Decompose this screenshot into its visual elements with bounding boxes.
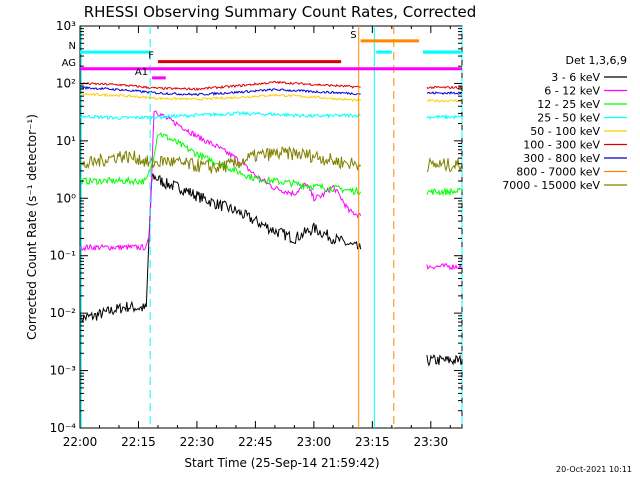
series-layer bbox=[79, 80, 463, 367]
flag-bars: N F AG A1 S bbox=[62, 30, 462, 80]
series-line bbox=[79, 110, 361, 121]
y-tick-label: 10⁻³ bbox=[50, 364, 77, 378]
x-tick-label: 22:45 bbox=[238, 435, 273, 449]
y-tick-label: 10¹ bbox=[56, 134, 76, 148]
series-line bbox=[79, 173, 362, 325]
x-axis: 22:00 22:15 22:30 22:45 23:00 23:15 23:30 bbox=[63, 26, 451, 449]
series-line bbox=[79, 80, 361, 92]
legend-label: 3 - 6 keV bbox=[551, 71, 600, 84]
flag-label: A1 bbox=[135, 67, 148, 78]
x-tick-label: 22:00 bbox=[63, 435, 98, 449]
x-tick-label: 23:15 bbox=[355, 435, 390, 449]
series-line bbox=[426, 85, 463, 90]
y-tick-label: 10⁰ bbox=[56, 191, 76, 205]
legend-label: 7000 - 15000 keV bbox=[502, 179, 600, 192]
y-tick-label: 10³ bbox=[56, 19, 76, 33]
y-tick-label: 10² bbox=[56, 76, 76, 90]
legend-label: 300 - 800 keV bbox=[523, 152, 600, 165]
chart-title: RHESSI Observing Summary Count Rates, Co… bbox=[84, 3, 477, 21]
series-line bbox=[426, 353, 463, 367]
series-line bbox=[79, 146, 362, 174]
series-line bbox=[426, 186, 463, 197]
date-stamp: 20-Oct-2021 10:11 bbox=[556, 465, 632, 474]
flag-label: S bbox=[350, 30, 356, 41]
series-line bbox=[79, 131, 362, 196]
x-axis-label: Start Time (25-Sep-14 21:59:42) bbox=[184, 456, 379, 470]
x-tick-label: 23:00 bbox=[297, 435, 332, 449]
x-tick-label: 22:30 bbox=[180, 435, 215, 449]
y-tick-label: 10⁻⁴ bbox=[50, 421, 77, 435]
series-line bbox=[426, 262, 463, 271]
series-line bbox=[426, 98, 463, 103]
legend-label: 6 - 12 keV bbox=[544, 85, 600, 98]
x-tick-label: 22:15 bbox=[121, 435, 156, 449]
series-line bbox=[79, 110, 362, 252]
y-tick-label: 10⁻² bbox=[50, 306, 77, 320]
series-line bbox=[426, 113, 463, 120]
legend-label: 800 - 7000 keV bbox=[516, 166, 600, 179]
plot-area: N F AG A1 S bbox=[62, 25, 463, 429]
legend-label: 12 - 25 keV bbox=[537, 98, 600, 111]
y-tick-label: 10⁻¹ bbox=[50, 249, 77, 263]
series-line bbox=[426, 91, 463, 95]
flag-label: F bbox=[148, 51, 154, 62]
series-line bbox=[79, 85, 361, 97]
y-axis: 10⁻⁴ 10⁻³ 10⁻² 10⁻¹ 10⁰ 10¹ 10² 10³ bbox=[50, 19, 462, 435]
x-tick-label: 23:30 bbox=[414, 435, 449, 449]
flag-label: AG bbox=[62, 58, 76, 69]
vertical-markers bbox=[80, 26, 463, 428]
series-line bbox=[79, 92, 362, 103]
series-line bbox=[426, 157, 463, 173]
legend-label: 100 - 300 keV bbox=[523, 139, 600, 152]
legend-label: 50 - 100 keV bbox=[530, 125, 600, 138]
legend-title: Det 1,3,6,9 bbox=[565, 54, 627, 67]
legend-label: 25 - 50 keV bbox=[537, 112, 600, 125]
y-axis-label: Corrected Count Rate (s⁻¹ detector⁻¹) bbox=[25, 114, 39, 340]
flag-label: N bbox=[69, 41, 76, 52]
